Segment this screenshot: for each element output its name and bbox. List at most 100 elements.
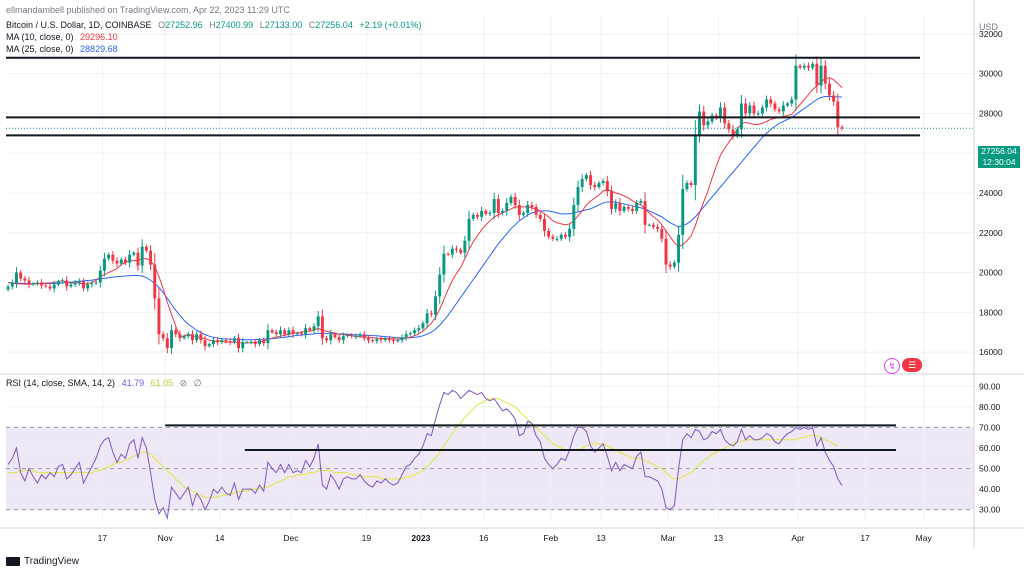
candle-body	[31, 283, 35, 285]
ma10-legend[interactable]: MA (10, close, 0) 29296.10	[6, 32, 122, 42]
ma25-legend[interactable]: MA (25, close, 0) 28829.68	[6, 44, 122, 54]
candle-body	[610, 191, 613, 209]
time-tick-label: 17	[860, 533, 870, 543]
candle-body	[136, 252, 140, 266]
candle-body	[584, 175, 588, 180]
time-tick-label: 2023	[411, 533, 430, 543]
candle-body	[760, 107, 764, 114]
candle-body	[207, 344, 211, 347]
rsi-tick-label: 30.00	[979, 505, 1001, 515]
candle-body	[484, 210, 488, 214]
candle-body	[262, 340, 266, 344]
candle-body	[597, 183, 601, 188]
candle-body	[647, 224, 651, 226]
candle-body	[459, 249, 463, 253]
candle-body	[802, 65, 806, 68]
ma10-line	[7, 77, 843, 344]
publisher-text: ellmandambell published on TradingView.c…	[6, 5, 290, 15]
candle-body	[664, 238, 668, 265]
candle-body	[119, 259, 123, 264]
candle-body	[86, 284, 90, 289]
candle-body	[572, 204, 576, 229]
candle-body	[107, 254, 111, 259]
candle-body	[371, 340, 375, 342]
candle-body	[40, 282, 44, 286]
candle-body	[203, 340, 207, 347]
candle-body	[149, 250, 153, 265]
candle-body	[840, 127, 844, 129]
candle-body	[555, 238, 559, 240]
low-label: L	[259, 20, 265, 30]
candle-body	[27, 280, 31, 285]
candle-body	[417, 328, 421, 331]
candle-body	[216, 340, 220, 343]
candle-body	[396, 340, 400, 342]
candle-body	[551, 236, 555, 239]
ma10-label: MA (10, close, 0)	[6, 32, 74, 42]
candle-body	[61, 280, 65, 282]
candle-body	[103, 258, 106, 271]
tradingview-icon	[6, 557, 20, 566]
candle-body	[811, 63, 815, 68]
rsi-tick-label: 60.00	[979, 443, 1001, 453]
candle-body	[463, 240, 467, 253]
flag-icon[interactable]: ☰	[902, 358, 922, 372]
price-tick-label: 18000	[979, 307, 1003, 317]
candle-body	[501, 210, 505, 213]
settings-icon[interactable]: ∅	[193, 378, 202, 388]
ma25-label: MA (25, close, 0)	[6, 44, 74, 54]
candle-body	[790, 99, 794, 104]
candle-body	[496, 198, 500, 213]
candle-body	[182, 336, 186, 339]
rsi-label: RSI (14, close, SMA, 14, 2)	[6, 378, 116, 388]
candle-body	[274, 332, 278, 335]
candle-body	[165, 338, 169, 349]
lightning-icon[interactable]: ↯	[884, 358, 900, 374]
candle-body	[65, 280, 69, 287]
candle-body	[467, 218, 471, 241]
candle-body	[132, 252, 136, 255]
rsi-ma-value: 61.05	[150, 378, 174, 388]
candle-body	[480, 210, 484, 217]
candle-body	[563, 234, 567, 237]
candle-body	[19, 272, 23, 279]
high-label: H	[209, 20, 216, 30]
candle-body	[346, 335, 349, 337]
symbol-label[interactable]: Bitcoin / U.S. Dollar, 1D, COINBASE	[6, 20, 152, 30]
candle-body	[773, 103, 777, 110]
candle-body	[48, 286, 52, 289]
time-tick-label: 19	[362, 533, 372, 543]
candle-body	[375, 339, 379, 342]
time-tick-label: Apr	[791, 533, 804, 543]
candle-body	[404, 334, 408, 338]
candle-body	[618, 202, 622, 211]
candle-body	[174, 330, 178, 335]
candle-body	[316, 316, 320, 327]
time-tick-label: 13	[714, 533, 724, 543]
candle-body	[450, 248, 454, 255]
candle-body	[765, 99, 769, 108]
candle-body	[475, 214, 479, 217]
candle-body	[815, 63, 819, 86]
tradingview-logo[interactable]: TradingView	[6, 556, 79, 567]
candle-body	[400, 337, 404, 341]
candle-body	[15, 272, 18, 283]
rsi-legend[interactable]: RSI (14, close, SMA, 14, 2) 41.79 61.05 …	[6, 378, 206, 389]
candle-body	[421, 323, 425, 329]
open-value: 27252.96	[165, 20, 203, 30]
rsi-line	[7, 389, 843, 520]
candle-body	[748, 105, 752, 114]
candle-body	[769, 99, 773, 104]
candle-body	[249, 342, 253, 344]
candle-body	[425, 313, 429, 324]
close-value: 27256.04	[315, 20, 353, 30]
rsi-tick-label: 50.00	[979, 464, 1001, 474]
candle-body	[35, 282, 39, 284]
candle-body	[56, 281, 60, 285]
candle-body	[392, 340, 396, 342]
candle-body	[719, 107, 722, 118]
eye-icon[interactable]: ⊘	[179, 378, 188, 388]
price-tick-label: 16000	[979, 347, 1003, 357]
candle-body	[534, 206, 538, 215]
